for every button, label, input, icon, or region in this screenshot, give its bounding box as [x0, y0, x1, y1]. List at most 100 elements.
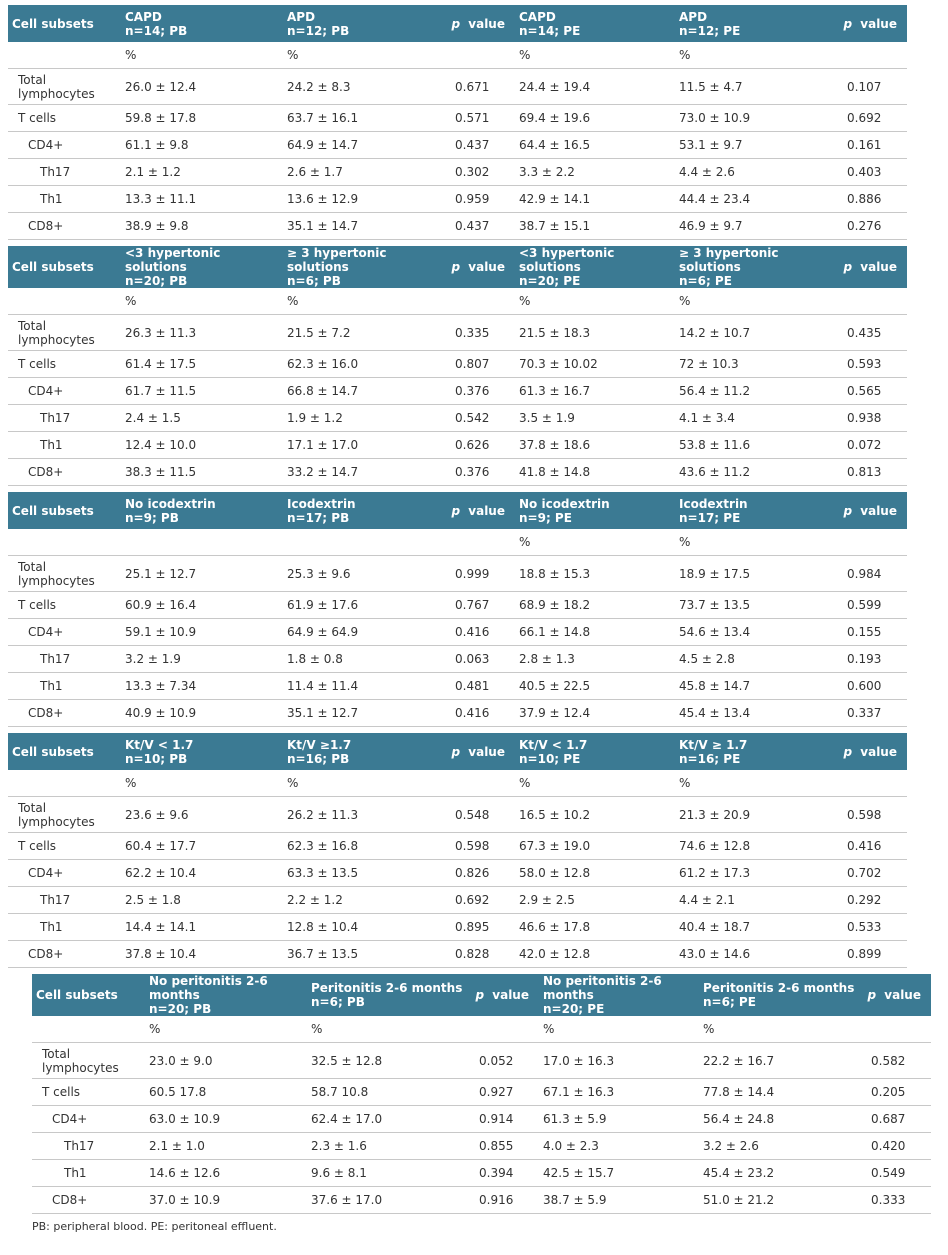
header-row: Cell subsets CAPD n=14; PB APD n=12; PB p v… — [8, 5, 907, 42]
tables: Cell subsets CAPD n=14; PB APD n=12; PB p v… — [8, 5, 931, 1214]
header-text: p value — [867, 988, 922, 1002]
data-cell: 45.4 ± 23.2 — [699, 1159, 859, 1187]
data-cell: 61.3 ± 16.7 — [515, 377, 675, 405]
data-cell: 40.5 ± 22.5 — [515, 672, 675, 700]
data-cell: 16.5 ± 10.2 — [515, 796, 675, 833]
header-cell: p value — [443, 733, 515, 770]
data-cell: 63.3 ± 13.5 — [283, 859, 443, 887]
data-cell: 67.3 ± 19.0 — [515, 832, 675, 860]
data-row: Th17 2.1 ± 1.0 2.3 ± 1.6 0.855 4.0 ± 2.3 3.2 … — [32, 1132, 931, 1160]
data-cell: 0.052 — [467, 1042, 539, 1079]
header-cell: p value — [443, 246, 515, 288]
units-cell: % — [675, 288, 835, 315]
data-cell: 0.416 — [443, 618, 515, 646]
data-cell: 0.548 — [443, 796, 515, 833]
data-cell: 72 ± 10.3 — [675, 350, 835, 378]
header-text: p value — [451, 260, 506, 274]
data-cell: 0.337 — [835, 699, 907, 727]
data-cell: 64.4 ± 16.5 — [515, 131, 675, 159]
data-cell: 44.4 ± 23.4 — [675, 185, 835, 213]
row-label: Th1 — [8, 913, 121, 941]
data-cell: 60.4 ± 17.7 — [121, 832, 283, 860]
data-cell: 3.3 ± 2.2 — [515, 158, 675, 186]
data-cell: 37.8 ± 10.4 — [121, 940, 283, 968]
header-cell: APD n=12; PE — [675, 5, 835, 42]
data-cell: 0.435 — [835, 314, 907, 351]
row-label: Th17 — [32, 1132, 145, 1160]
data-cell: 12.4 ± 10.0 — [121, 431, 283, 459]
data-cell: 70.3 ± 10.02 — [515, 350, 675, 378]
data-cell: 0.899 — [835, 940, 907, 968]
header-cell: p value — [835, 246, 907, 288]
header-row: Cell subsets No icodextrin n=9; PB Icodext… — [8, 492, 907, 529]
data-cell: 2.4 ± 1.5 — [121, 404, 283, 432]
units-cell: % — [283, 770, 443, 797]
header-cell: Peritonitis 2-6 months n=6; PE — [699, 974, 859, 1016]
data-cell: 45.8 ± 14.7 — [675, 672, 835, 700]
data-cell: 21.3 ± 20.9 — [675, 796, 835, 833]
units-cell — [835, 42, 907, 69]
header-cell: Kt/V < 1.7 n=10; PB — [121, 733, 283, 770]
row-label: T cells — [8, 832, 121, 860]
units-cell: % — [145, 1016, 307, 1043]
data-cell: 63.7 ± 16.1 — [283, 104, 443, 132]
data-cell: 0.376 — [443, 458, 515, 486]
units-cell: % — [515, 770, 675, 797]
data-cell: 3.2 ± 1.9 — [121, 645, 283, 673]
data-cell: 0.107 — [835, 68, 907, 105]
units-row: %% — [8, 529, 907, 556]
data-row: Th1 14.4 ± 14.1 12.8 ± 10.4 0.895 46.6 ± 17.… — [8, 913, 907, 941]
data-cell: 64.9 ± 14.7 — [283, 131, 443, 159]
units-row: %%%% — [8, 42, 907, 69]
data-cell: 0.855 — [467, 1132, 539, 1160]
data-cell: 4.5 ± 2.8 — [675, 645, 835, 673]
row-label: T cells — [8, 350, 121, 378]
data-cell: 13.3 ± 7.34 — [121, 672, 283, 700]
data-cell: 2.1 ± 1.0 — [145, 1132, 307, 1160]
data-cell: 0.999 — [443, 555, 515, 592]
data-cell: 0.671 — [443, 68, 515, 105]
data-row: CD4+ 62.2 ± 10.4 63.3 ± 13.5 0.826 58.0 ± 12… — [8, 859, 907, 887]
units-cell: % — [121, 42, 283, 69]
data-cell: 0.959 — [443, 185, 515, 213]
units-cell: % — [515, 529, 675, 556]
row-label: Th1 — [8, 185, 121, 213]
data-cell: 33.2 ± 14.7 — [283, 458, 443, 486]
data-cell: 0.161 — [835, 131, 907, 159]
data-cell: 36.7 ± 13.5 — [283, 940, 443, 968]
header-text: p value — [451, 16, 506, 31]
header-cell: p value — [467, 974, 539, 1016]
data-cell: 58.7 10.8 — [307, 1078, 467, 1106]
data-cell: 40.9 ± 10.9 — [121, 699, 283, 727]
data-cell: 0.826 — [443, 859, 515, 887]
units-cell — [443, 288, 515, 315]
row-label: T cells — [32, 1078, 145, 1106]
data-cell: 0.292 — [835, 886, 907, 914]
data-cell: 1.8 ± 0.8 — [283, 645, 443, 673]
data-cell: 0.302 — [443, 158, 515, 186]
header-cell: No peritonitis 2-6 months n=20; PE — [539, 974, 699, 1016]
data-row: T cells 60.4 ± 17.7 62.3 ± 16.8 0.598 67.3 ±… — [8, 832, 907, 860]
row-label: CD8+ — [8, 699, 121, 727]
data-cell: 0.938 — [835, 404, 907, 432]
data-cell: 24.4 ± 19.4 — [515, 68, 675, 105]
header-text: p value — [843, 16, 898, 31]
data-row: CD4+ 59.1 ± 10.9 64.9 ± 64.9 0.416 66.1 ± 14… — [8, 618, 907, 646]
data-cell: 24.2 ± 8.3 — [283, 68, 443, 105]
data-row: Total lymphocytes 26.3 ± 11.3 21.5 ± 7.2 0.… — [8, 314, 907, 351]
data-row: Th17 2.5 ± 1.8 2.2 ± 1.2 0.692 2.9 ± 2.5 4.4 … — [8, 886, 907, 914]
row-label: Total lymphocytes — [8, 796, 121, 833]
data-row: Th1 12.4 ± 10.0 17.1 ± 17.0 0.626 37.8 ± 18.… — [8, 431, 907, 459]
header-text: p value — [475, 988, 530, 1002]
header-cell: Kt/V < 1.7 n=10; PE — [515, 733, 675, 770]
row-label: Total lymphocytes — [32, 1042, 145, 1079]
units-cell: % — [283, 288, 443, 315]
data-cell: 3.2 ± 2.6 — [699, 1132, 859, 1160]
data-cell: 0.416 — [443, 699, 515, 727]
row-label: CD8+ — [8, 940, 121, 968]
data-cell: 62.3 ± 16.8 — [283, 832, 443, 860]
header-cell: CAPD n=14; PE — [515, 5, 675, 42]
data-cell: 21.5 ± 7.2 — [283, 314, 443, 351]
data-cell: 0.481 — [443, 672, 515, 700]
data-cell: 38.7 ± 5.9 — [539, 1186, 699, 1214]
